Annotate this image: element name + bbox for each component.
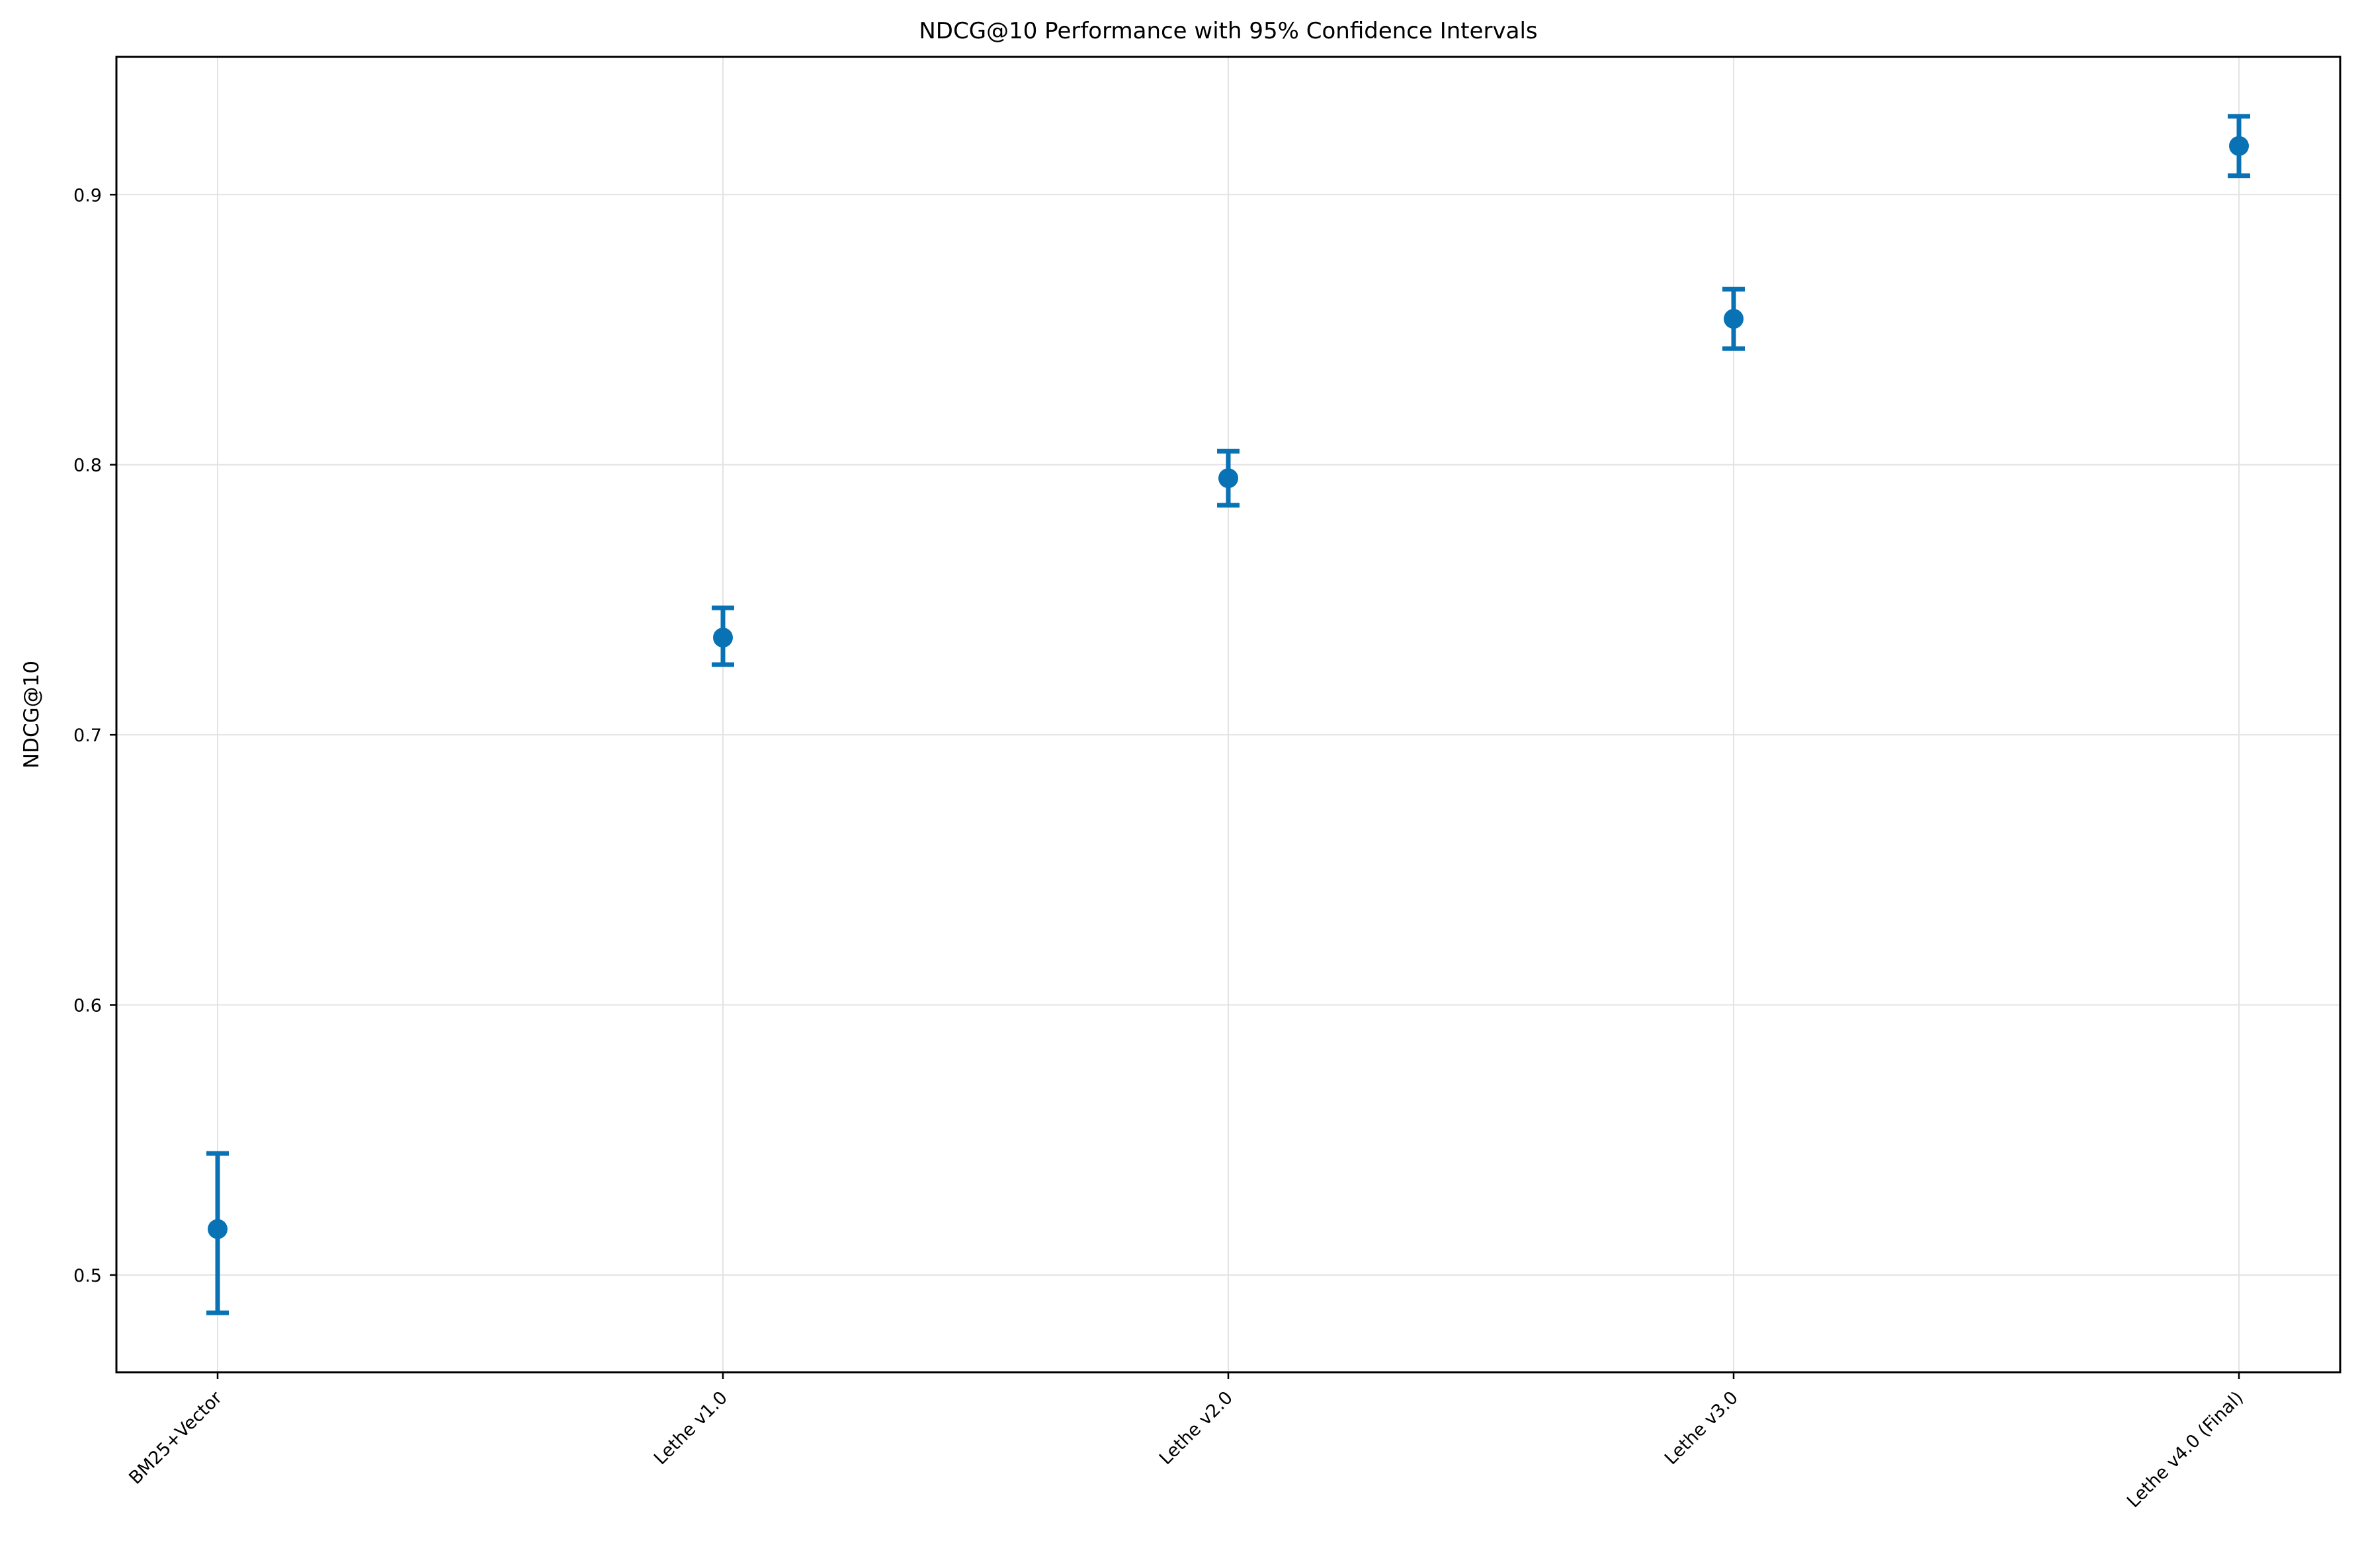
y-tick-label: 0.6 <box>73 996 102 1016</box>
y-tick-label: 0.5 <box>73 1266 102 1286</box>
chart-title: NDCG@10 Performance with 95% Confidence … <box>919 18 1537 44</box>
y-axis-label: NDCG@10 <box>20 661 44 768</box>
x-tick-label: Lethe v1.0 <box>650 1387 732 1469</box>
grid-layer <box>116 57 2340 1372</box>
x-tick-label: Lethe v2.0 <box>1156 1387 1237 1469</box>
data-point <box>713 628 733 648</box>
x-tick-label: Lethe v4.0 (Final) <box>2123 1387 2248 1512</box>
data-point <box>208 1219 228 1239</box>
data-point <box>1218 468 1238 489</box>
ticks-layer: 0.5 0.6 0.7 0.8 0.9 BM25+Vector Lethe v1.0 Leth… <box>73 185 2248 1512</box>
data-point <box>1724 309 1744 329</box>
y-tick-label: 0.8 <box>73 456 102 476</box>
marks-layer <box>206 114 2250 1315</box>
x-tick-label: BM25+Vector <box>125 1387 226 1488</box>
x-tick-label: Lethe v3.0 <box>1661 1387 1742 1469</box>
data-point <box>2229 136 2249 156</box>
y-tick-label: 0.7 <box>73 725 102 746</box>
y-tick-label: 0.9 <box>73 185 102 206</box>
plot-frame <box>115 56 2341 1374</box>
